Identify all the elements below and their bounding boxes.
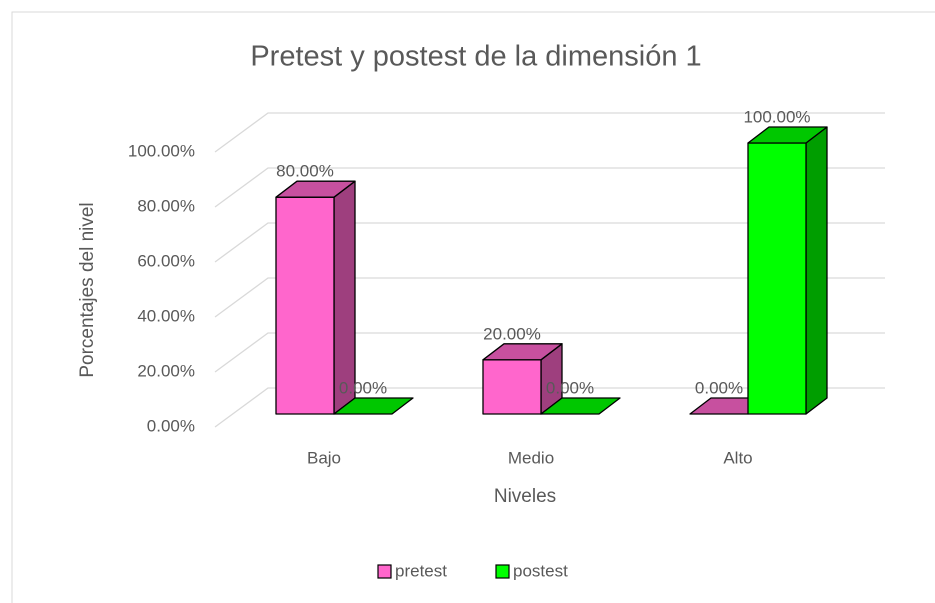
bar-side (805, 126, 828, 415)
bar-top (333, 397, 414, 415)
chart-title: Pretest y postest de la dimensión 1 (250, 41, 701, 73)
y-tick-label: 40.00% (137, 306, 195, 325)
data-label: 80.00% (276, 162, 334, 181)
chart-frame (11, 11, 935, 603)
y-tick-label: 20.00% (137, 361, 195, 380)
y-axis-title: Porcentajes del nivel (77, 202, 98, 377)
bar-top (540, 397, 621, 415)
data-label: 100.00% (743, 107, 810, 126)
grid-line (214, 112, 885, 153)
bar-front (275, 196, 335, 415)
x-tick-label: Medio (508, 448, 554, 467)
legend-label: pretest (395, 561, 447, 580)
x-tick-label: Alto (723, 448, 752, 467)
y-tick-label: 60.00% (137, 251, 195, 270)
bar-top (747, 126, 828, 144)
grid-line (214, 222, 885, 263)
bar-top (275, 180, 356, 198)
grid-line (214, 277, 885, 318)
bar-front (482, 359, 542, 415)
y-tick-label: 80.00% (137, 196, 195, 215)
grid-line (214, 332, 885, 373)
x-tick-label: Bajo (307, 448, 341, 467)
legend-swatch (495, 564, 510, 579)
grid-line (214, 167, 885, 208)
data-label: 0.00% (695, 378, 743, 397)
legend-swatch (377, 564, 392, 579)
data-label: 20.00% (483, 324, 541, 343)
bar-top (482, 343, 563, 361)
legend-label: postest (513, 561, 568, 580)
bar-front (747, 142, 807, 415)
x-axis-title: Niveles (494, 486, 556, 507)
y-tick-label: 0.00% (147, 416, 195, 435)
data-label: 0.00% (339, 378, 387, 397)
grid-line (214, 387, 885, 428)
data-label: 0.00% (546, 378, 594, 397)
y-tick-label: 100.00% (128, 141, 195, 160)
